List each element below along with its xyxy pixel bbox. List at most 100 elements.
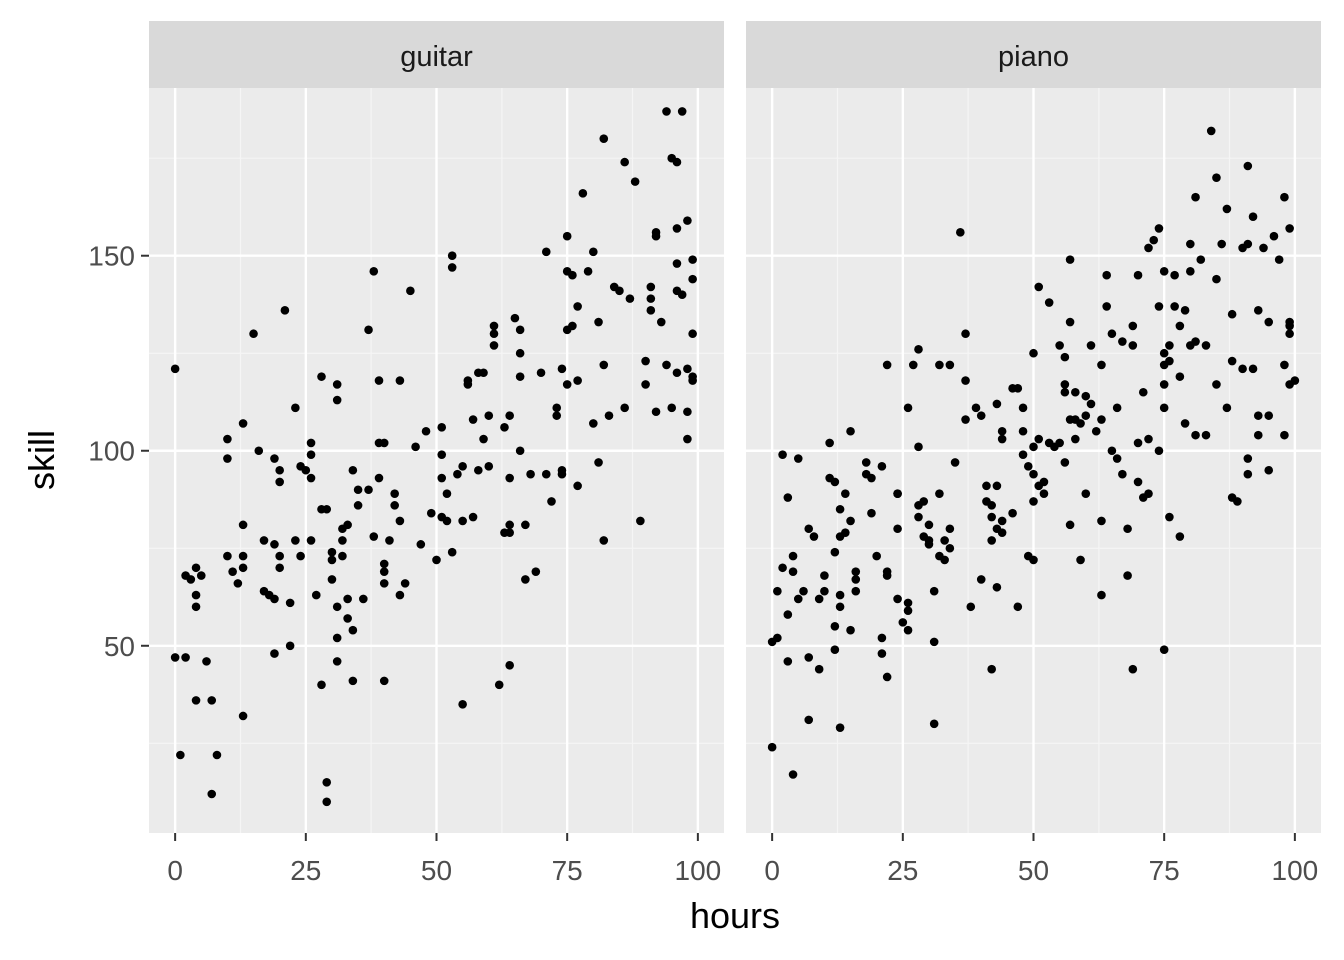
data-point [767, 742, 777, 752]
data-point [646, 282, 656, 292]
data-point [1044, 298, 1054, 307]
data-point [688, 274, 697, 284]
data-point [1159, 645, 1169, 654]
data-point [835, 504, 845, 514]
data-point [1144, 489, 1153, 498]
data-point [259, 536, 269, 545]
data-point [830, 547, 840, 557]
data-point [783, 610, 793, 619]
data-point [672, 224, 682, 233]
data-point [903, 598, 913, 608]
data-point [285, 641, 295, 651]
data-point [562, 231, 572, 241]
data-point [1165, 512, 1174, 522]
data-point [238, 551, 248, 561]
data-point [191, 602, 201, 612]
facet-strip-label: piano [998, 41, 1069, 73]
data-point [364, 485, 373, 495]
data-point [966, 602, 976, 612]
data-point [379, 676, 389, 686]
data-point [1076, 419, 1085, 428]
data-point [515, 372, 525, 381]
data-point [688, 372, 697, 381]
data-point [270, 649, 279, 658]
data-point [510, 313, 520, 323]
data-point [447, 547, 457, 557]
facet-panels: guitar 0 25 50 75 100 piano 0 25 50 75 100 [149, 21, 1321, 886]
data-point [1081, 489, 1091, 498]
data-point [1253, 411, 1263, 420]
data-point [620, 403, 629, 413]
data-point [636, 516, 645, 526]
data-point [1264, 465, 1274, 475]
data-point [1180, 306, 1190, 315]
data-point [820, 571, 829, 580]
data-point [1186, 239, 1195, 249]
data-point [505, 473, 514, 483]
x-axis-title: hours [690, 895, 780, 936]
data-point [552, 411, 562, 420]
data-point [395, 516, 405, 526]
data-point [1149, 235, 1159, 245]
data-point [846, 426, 855, 436]
data-point [903, 625, 913, 635]
data-point [625, 294, 635, 303]
data-point [1034, 282, 1044, 292]
x-tick-label: 25 [887, 855, 918, 886]
data-point [489, 321, 499, 331]
data-point [568, 321, 577, 331]
data-point [672, 368, 682, 378]
data-point [1013, 602, 1023, 612]
data-point [956, 228, 965, 237]
data-point [667, 403, 677, 413]
data-point [961, 329, 970, 339]
data-point [458, 516, 467, 526]
data-point [468, 415, 478, 424]
data-point [919, 497, 929, 506]
data-point [830, 621, 840, 631]
data-point [1196, 255, 1206, 264]
data-point [379, 559, 389, 569]
data-point [447, 251, 457, 261]
data-point [997, 516, 1007, 526]
data-point [500, 423, 509, 432]
data-point [400, 579, 410, 588]
data-point [374, 473, 384, 483]
data-point [945, 360, 955, 370]
data-point [1201, 430, 1211, 440]
data-point [599, 536, 609, 545]
data-point [1191, 192, 1200, 202]
data-point [573, 302, 582, 311]
data-point [1128, 664, 1138, 674]
data-point [1248, 212, 1258, 222]
data-point [1170, 270, 1179, 280]
data-point [1029, 555, 1038, 565]
y-axis: 50 100 150 [88, 241, 149, 662]
data-point [662, 360, 671, 370]
y-tick-label: 50 [104, 631, 135, 662]
data-point [573, 376, 582, 385]
data-point [1133, 477, 1143, 487]
data-point [322, 797, 332, 807]
data-point [541, 469, 551, 479]
data-point [275, 563, 284, 573]
data-point [191, 563, 201, 573]
data-point [867, 508, 876, 518]
data-point [301, 465, 311, 475]
data-point [872, 551, 881, 561]
data-point [851, 586, 861, 596]
data-point [291, 403, 300, 413]
data-point [1112, 403, 1122, 413]
data-point [788, 770, 798, 779]
data-point [992, 481, 1002, 491]
data-point [369, 267, 379, 276]
data-point [1018, 450, 1028, 459]
data-point [285, 598, 295, 608]
data-point [317, 372, 326, 381]
data-point [841, 489, 850, 498]
data-point [1253, 306, 1263, 315]
data-point [825, 438, 834, 448]
data-point [788, 567, 798, 576]
data-point [437, 423, 447, 432]
data-point [589, 247, 598, 257]
